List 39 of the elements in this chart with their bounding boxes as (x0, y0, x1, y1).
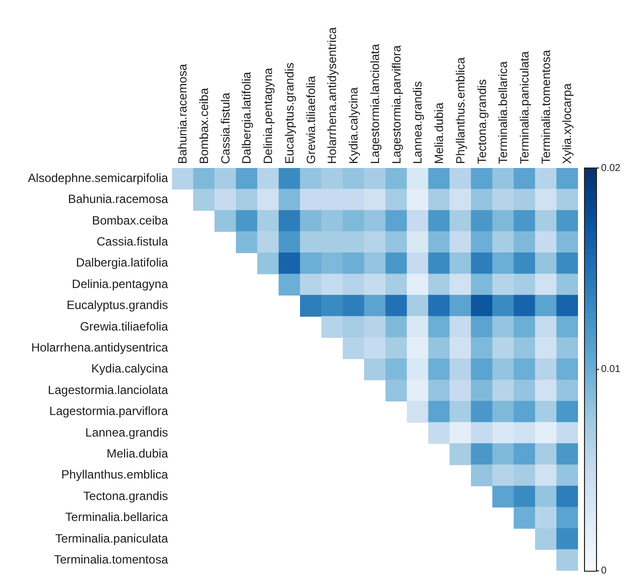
x-tick-label: Terminalia.bellarica (496, 60, 510, 164)
y-tick-label: Terminalia.tomentosa (54, 552, 168, 567)
y-tick-label: Lagestormia.lanciolata (48, 382, 168, 397)
y-tick-label: Lannea.grandis (85, 425, 168, 440)
color-bar-label: 0 (601, 566, 607, 577)
x-tick-label: Grewia.tiliaefolia (304, 76, 318, 164)
y-tick-label: Holarrhena.antidysentrica (31, 340, 168, 355)
y-tick-label: Terminalia.bellarica (65, 510, 168, 524)
x-tick-label: Eucalyptus.grandis (282, 62, 296, 164)
color-bar-label: 0.02 (601, 162, 621, 174)
y-tick-label: Grewia.tiliaefolia (80, 319, 168, 334)
x-tick-label: Xylia.xylocarpa (560, 82, 574, 164)
x-tick-label: Delinia.pentagyna (261, 68, 276, 164)
x-tick-label: Lagestormia.parviflora (389, 44, 404, 164)
y-tick-label: Alsodephne.semicarpifolia (28, 170, 168, 185)
y-tick-label: Terminalia.paniculata (55, 531, 168, 546)
x-tick-label: Melia.dubia (432, 102, 446, 164)
x-tick-label: Tectona.grandis (474, 79, 489, 164)
y-tick-label: Cassia.fistula (96, 234, 168, 249)
x-tick-label: Terminalia.tomentosa (538, 50, 553, 164)
y-tick-label: Kydia.calycina (91, 362, 168, 376)
x-tick-label: Lannea.grandis (410, 81, 425, 164)
x-tick-label: Lagestormia.lanciolata (368, 44, 382, 164)
y-tick-label: Melia.dubia (106, 446, 168, 461)
x-tick-label: Kydia.calycina (346, 86, 361, 164)
y-tick-label: Bombax.ceiba (92, 213, 168, 228)
y-tick-label: Lagestormia.parviflora (49, 404, 168, 418)
y-tick-label: Dalbergia.latifolia (76, 256, 168, 270)
x-tick-label: Dalbergia.latifolia (240, 72, 254, 164)
y-tick-label: Delinia.pentagyna (72, 276, 168, 291)
color-bar-label: 0.01 (601, 364, 621, 376)
y-tick-label: Bahunia.racemosa (68, 192, 168, 206)
x-tick-label: Terminalia.paniculata (517, 50, 532, 164)
x-tick-label: Cassia.fistula (218, 92, 232, 164)
y-tick-label: Eucalyptus.grandis (66, 298, 168, 312)
y-tick-label: Phyllanthus.emblica (61, 468, 168, 482)
y-tick-label: Tectona.grandis (83, 488, 168, 503)
x-tick-label: Phyllanthus.emblica (453, 56, 468, 164)
x-tick-label: Holarrhena.antidysentrica (325, 26, 340, 164)
